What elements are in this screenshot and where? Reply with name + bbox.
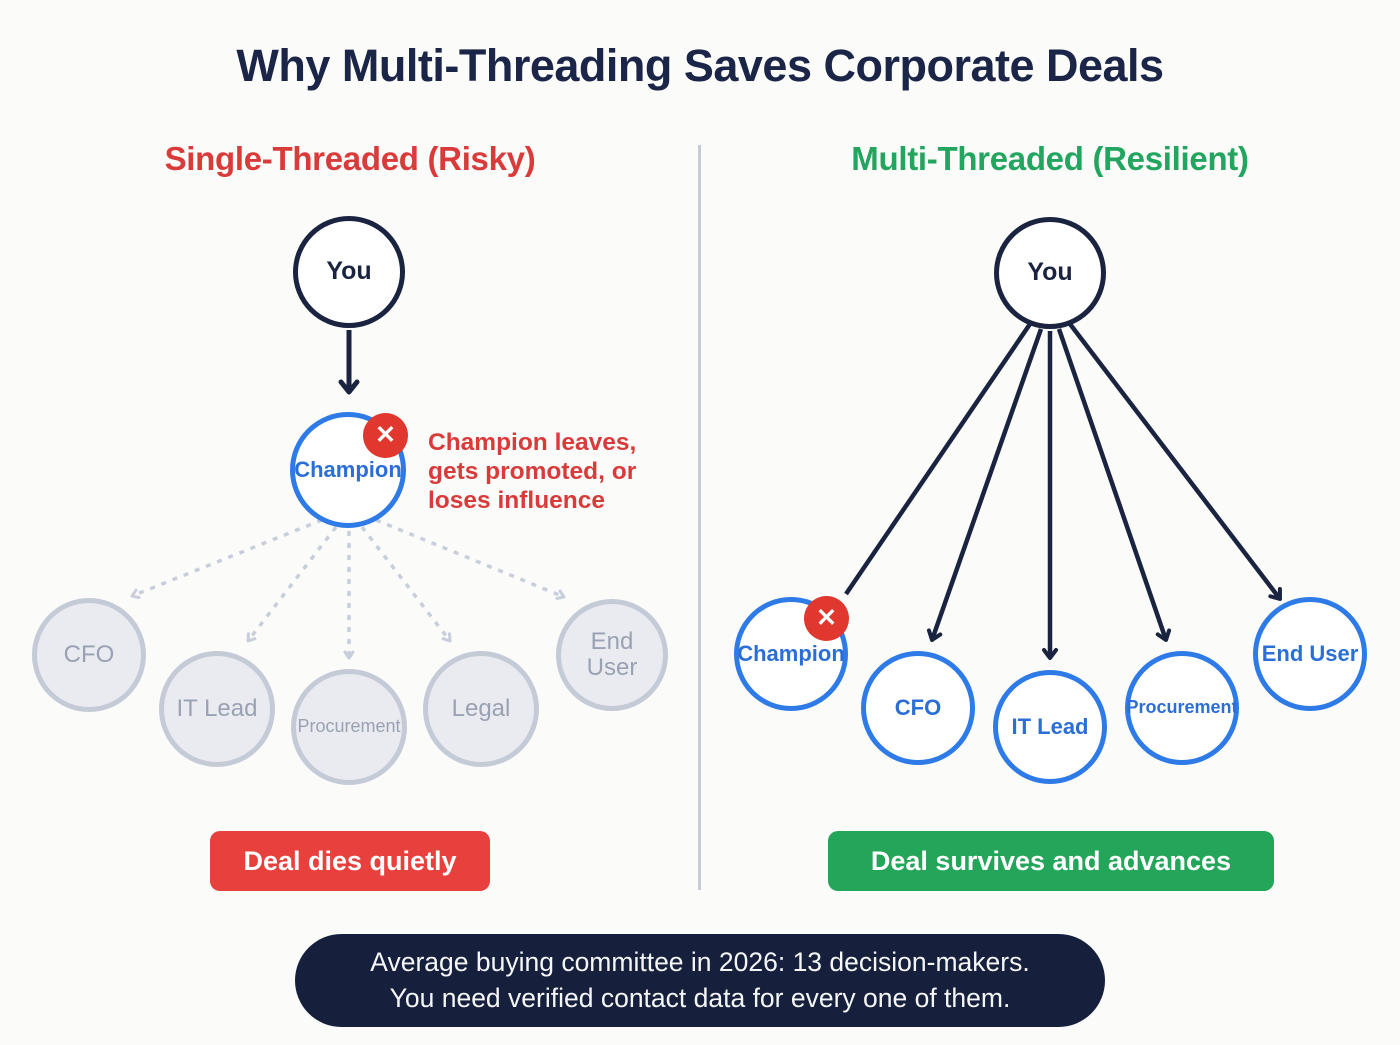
risk-annotation: Champion leaves, gets promoted, or loses…: [428, 429, 636, 516]
arrow-left-champion-to-enduser: [375, 518, 566, 600]
left-cfo-node: CFO: [32, 598, 146, 712]
right-itlead-node: IT Lead: [993, 670, 1107, 784]
arrow-right-you-to-procurement: [1056, 328, 1172, 642]
right-outcome-banner: Deal survives and advances: [828, 831, 1274, 891]
right-you-node: You: [994, 217, 1106, 329]
arrow-right-you-to-enduser: [1068, 322, 1282, 601]
right-procurement-label: Procurement: [1126, 697, 1238, 718]
arrow-right-you-to-cfo: [926, 328, 1044, 642]
risk-annotation-line: loses influence: [428, 486, 606, 514]
right-procurement-node: Procurement: [1125, 651, 1239, 765]
x-icon: ✕: [804, 596, 849, 641]
left-itlead-node: IT Lead: [159, 651, 275, 767]
arrow-left-champion-to-itlead: [246, 525, 338, 643]
panel-divider: [698, 145, 701, 890]
left-you-node: You: [293, 216, 405, 328]
right-champion-label: Champion: [737, 640, 845, 666]
left-champion-node: Champion ✕: [290, 412, 408, 528]
footer-stat-line2: You need verified contact data for every…: [389, 982, 1011, 1013]
left-enduser-node: End User: [556, 599, 668, 711]
page-title: Why Multi-Threading Saves Corporate Deal…: [236, 40, 1164, 91]
right-enduser-label: End User: [1261, 640, 1359, 666]
left-itlead-label: IT Lead: [176, 694, 258, 722]
arrow-left-champion-to-cfo: [130, 518, 323, 599]
arrow-right-you-to-champion: [844, 322, 1032, 596]
right-enduser-node: End User: [1253, 597, 1367, 711]
right-itlead-label: IT Lead: [1011, 713, 1089, 739]
footer-stat-pill: Average buying committee in 2026: 13 dec…: [295, 934, 1105, 1027]
left-cfo-label: CFO: [63, 640, 115, 668]
right-panel-heading: Multi-Threaded (Resilient): [851, 140, 1249, 177]
left-procurement-node: Procurement: [291, 669, 407, 785]
arrow-left-champion-to-legal: [360, 525, 452, 643]
risk-annotation-line: Champion leaves,: [428, 429, 637, 456]
right-champion-node: Champion ✕: [734, 596, 849, 711]
right-you-label: You: [1027, 258, 1073, 287]
left-panel-heading: Single-Threaded (Risky): [164, 140, 536, 177]
left-outcome-banner: Deal dies quietly: [210, 831, 490, 891]
x-icon: ✕: [363, 413, 408, 458]
left-you-label: You: [326, 257, 372, 286]
right-cfo-node: CFO: [861, 651, 975, 765]
left-legal-label: Legal: [451, 694, 511, 722]
left-procurement-label: Procurement: [297, 716, 401, 737]
risk-annotation-line: gets promoted, or: [428, 457, 637, 485]
right-cfo-label: CFO: [894, 694, 942, 720]
left-champion-label: Champion: [294, 456, 402, 482]
footer-stat-line1: Average buying committee in 2026: 13 dec…: [370, 947, 1030, 978]
left-enduser-label: End User: [586, 627, 638, 681]
left-legal-node: Legal: [423, 651, 539, 767]
